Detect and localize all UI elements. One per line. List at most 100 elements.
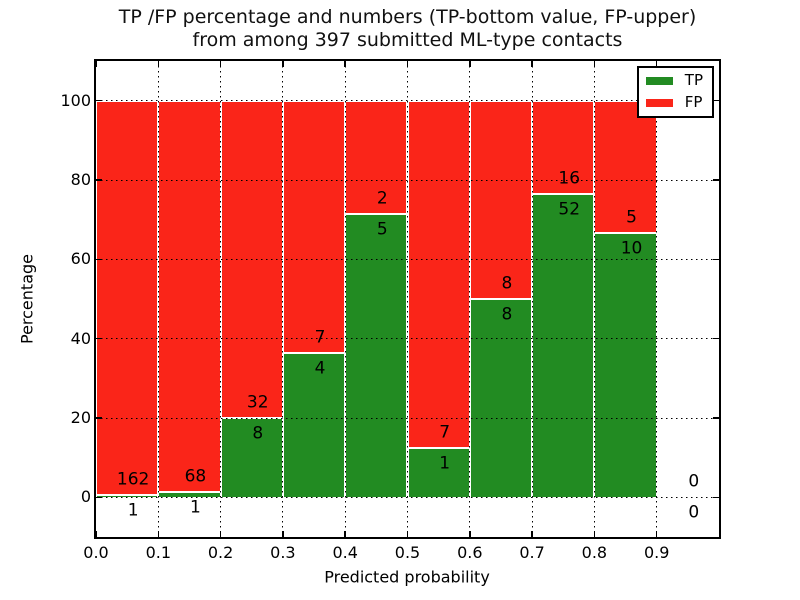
y-tick-right <box>713 179 719 181</box>
bar-fp-segment <box>96 100 159 495</box>
legend-label: TP <box>684 71 703 89</box>
y-tick-right <box>713 337 719 340</box>
tp-count-label: 4 <box>314 358 326 379</box>
x-tick-top <box>469 61 471 67</box>
x-tick-label: 0.5 <box>394 543 421 562</box>
x-tick-bottom <box>282 531 284 537</box>
y-tick-right <box>713 99 719 102</box>
legend-label: FP <box>684 93 703 111</box>
x-tick-label: 0.1 <box>145 543 172 562</box>
bar-fp-segment <box>532 100 595 194</box>
y-tick-left <box>96 179 102 181</box>
bar-tp-segment <box>532 194 595 498</box>
legend-row: TP <box>645 71 703 89</box>
x-tick-top <box>219 61 222 67</box>
bar-fp-segment <box>158 100 221 492</box>
y-gridline <box>96 338 719 340</box>
bar-fp-segment <box>282 100 346 354</box>
y-tick-label: 20 <box>70 408 91 427</box>
bar-tp-segment <box>96 494 159 498</box>
x-tick-bottom <box>593 531 596 537</box>
tp-count-label: 52 <box>558 199 581 220</box>
x-tick-label: 0.4 <box>332 543 358 562</box>
x-gridline <box>656 61 658 537</box>
tp-count-label: 1 <box>190 497 201 518</box>
x-gridline <box>344 61 346 537</box>
x-tick-label: 0.6 <box>457 543 483 562</box>
x-tick-top <box>655 61 658 67</box>
bar-tp-segment <box>469 299 533 498</box>
x-gridline <box>593 61 595 537</box>
tp-count-label: 8 <box>501 304 513 325</box>
tp-count-label: 10 <box>620 238 643 259</box>
x-tick-label: 0.8 <box>581 543 608 562</box>
fp-count-label: 16 <box>558 168 581 189</box>
x-gridline <box>531 61 533 537</box>
x-tick-label: 0.0 <box>83 543 109 562</box>
y-tick-right <box>713 496 719 499</box>
x-gridline <box>407 61 408 537</box>
x-tick-top <box>95 61 97 67</box>
bar-tp-segment <box>220 418 283 498</box>
x-gridline <box>469 61 471 537</box>
chart-title-line1: TP /FP percentage and numbers (TP-bottom… <box>118 6 697 28</box>
y-tick-label: 0 <box>80 487 91 507</box>
fp-count-label: 162 <box>116 469 150 490</box>
x-tick-top <box>406 61 409 67</box>
y-tick-left <box>96 496 102 499</box>
legend-swatch-tp <box>645 76 673 85</box>
tp-count-label: 5 <box>376 219 388 240</box>
bar-tp-segment <box>594 232 657 498</box>
x-tick-top <box>157 61 160 67</box>
y-tick-right <box>713 258 719 261</box>
bar-tp-segment <box>282 353 346 498</box>
legend-swatch-fp <box>645 98 673 107</box>
bar-tp-segment <box>158 491 221 498</box>
x-tick-label: 0.2 <box>207 543 234 562</box>
y-tick-label: 60 <box>70 249 91 269</box>
x-tick-top <box>344 61 346 67</box>
x-tick-top <box>282 61 284 67</box>
y-gridline <box>96 179 719 181</box>
fp-count-label: 8 <box>501 273 513 294</box>
x-gridline <box>282 61 284 537</box>
x-tick-label: 0.9 <box>643 543 670 562</box>
tp-count-label: 8 <box>252 423 264 444</box>
chart-title: TP /FP percentage and numbers (TP-bottom… <box>96 6 719 52</box>
tp-count-label: 1 <box>127 500 139 521</box>
tp-count-label: 1 <box>439 453 451 474</box>
fp-count-label: 7 <box>439 422 451 443</box>
bar-fp-segment <box>594 100 657 233</box>
x-gridline <box>157 61 159 537</box>
bar-tp-segment <box>407 447 470 498</box>
x-tick-bottom <box>219 531 222 537</box>
x-tick-label: 0.7 <box>519 543 545 562</box>
x-axis-label: Predicted probability <box>324 567 490 587</box>
y-tick-label: 80 <box>70 170 91 189</box>
x-tick-label: 0.3 <box>270 543 296 562</box>
y-tick-label: 100 <box>60 90 91 110</box>
x-tick-bottom <box>344 531 346 537</box>
y-gridline <box>96 496 719 498</box>
y-tick-right <box>713 417 719 419</box>
fp-count-label: 7 <box>314 327 326 348</box>
y-tick-left <box>96 417 102 419</box>
x-tick-bottom <box>531 531 533 537</box>
bar-fp-segment <box>407 100 470 448</box>
x-tick-bottom <box>95 531 97 537</box>
y-gridline <box>96 100 719 102</box>
fp-count-label: 2 <box>376 188 388 209</box>
tp-count-label: 0 <box>688 502 700 523</box>
bar-tp-segment <box>345 214 408 498</box>
bar-fp-segment <box>469 100 533 299</box>
y-tick-left <box>96 99 102 102</box>
fp-count-label: 5 <box>626 207 637 228</box>
y-tick-left <box>96 337 102 340</box>
x-tick-bottom <box>157 531 160 537</box>
y-gridline <box>96 417 719 419</box>
x-tick-bottom <box>655 531 658 537</box>
chart-title-line2: from among 397 submitted ML-type contact… <box>192 29 623 51</box>
x-gridline <box>220 61 222 537</box>
legend: TP FP <box>636 66 714 118</box>
